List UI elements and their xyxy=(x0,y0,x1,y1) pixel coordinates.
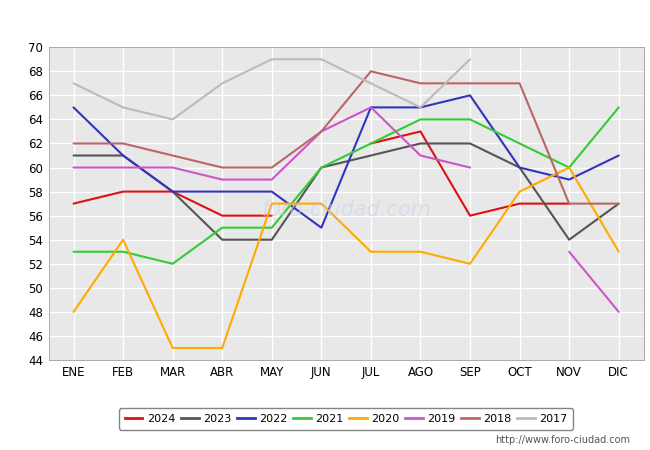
2019 xyxy=(367,105,375,110)
2023 xyxy=(367,153,375,158)
2023 xyxy=(268,237,276,243)
2020 xyxy=(466,261,474,266)
2019 xyxy=(268,177,276,182)
2022 xyxy=(70,105,77,110)
2022 xyxy=(169,189,177,194)
2023 xyxy=(218,237,226,243)
Line: 2023: 2023 xyxy=(73,144,619,240)
Line: 2017: 2017 xyxy=(73,59,470,119)
2017 xyxy=(70,81,77,86)
2023 xyxy=(119,153,127,158)
2021 xyxy=(515,141,523,146)
2023 xyxy=(615,201,623,206)
2022 xyxy=(218,189,226,194)
2021 xyxy=(367,141,375,146)
2024 xyxy=(169,189,177,194)
2022 xyxy=(615,153,623,158)
2022 xyxy=(367,105,375,110)
2020 xyxy=(119,237,127,243)
2021 xyxy=(317,165,325,170)
2019 xyxy=(417,153,424,158)
2017 xyxy=(119,105,127,110)
2017 xyxy=(317,57,325,62)
2021 xyxy=(417,117,424,122)
2021 xyxy=(268,225,276,230)
2019 xyxy=(119,165,127,170)
2023 xyxy=(566,237,573,243)
2022 xyxy=(515,165,523,170)
2021 xyxy=(566,165,573,170)
2022 xyxy=(566,177,573,182)
2018 xyxy=(317,129,325,134)
Legend: 2024, 2023, 2022, 2021, 2020, 2019, 2018, 2017: 2024, 2023, 2022, 2021, 2020, 2019, 2018… xyxy=(119,409,573,430)
2021 xyxy=(615,105,623,110)
2018 xyxy=(169,153,177,158)
Line: 2019: 2019 xyxy=(73,108,470,180)
2019 xyxy=(317,129,325,134)
Text: foro-ciudad.com: foro-ciudad.com xyxy=(261,200,431,220)
2018 xyxy=(70,141,77,146)
2024 xyxy=(70,201,77,206)
2018 xyxy=(515,81,523,86)
2020 xyxy=(515,189,523,194)
2017 xyxy=(268,57,276,62)
2018 xyxy=(119,141,127,146)
2024 xyxy=(268,213,276,218)
2022 xyxy=(317,225,325,230)
2020 xyxy=(317,201,325,206)
2021 xyxy=(169,261,177,266)
2021 xyxy=(218,225,226,230)
2018 xyxy=(615,201,623,206)
Line: 2020: 2020 xyxy=(73,167,619,348)
2020 xyxy=(218,345,226,351)
2024 xyxy=(119,189,127,194)
2022 xyxy=(466,93,474,98)
2023 xyxy=(417,141,424,146)
2020 xyxy=(615,249,623,254)
2019 xyxy=(70,165,77,170)
2023 xyxy=(70,153,77,158)
2021 xyxy=(119,249,127,254)
2023 xyxy=(169,189,177,194)
2020 xyxy=(566,165,573,170)
Line: 2022: 2022 xyxy=(73,95,619,228)
2021 xyxy=(466,117,474,122)
2018 xyxy=(566,201,573,206)
2022 xyxy=(119,153,127,158)
2017 xyxy=(417,105,424,110)
2019 xyxy=(169,165,177,170)
Line: 2018: 2018 xyxy=(73,71,619,203)
2020 xyxy=(417,249,424,254)
2023 xyxy=(515,165,523,170)
2017 xyxy=(367,81,375,86)
2022 xyxy=(268,189,276,194)
2021 xyxy=(70,249,77,254)
2017 xyxy=(218,81,226,86)
Line: 2024: 2024 xyxy=(73,192,272,216)
2020 xyxy=(367,249,375,254)
2018 xyxy=(466,81,474,86)
2019 xyxy=(218,177,226,182)
2020 xyxy=(70,309,77,315)
2020 xyxy=(169,345,177,351)
2023 xyxy=(466,141,474,146)
Text: http://www.foro-ciudad.com: http://www.foro-ciudad.com xyxy=(495,435,630,445)
2024 xyxy=(218,213,226,218)
2022 xyxy=(417,105,424,110)
2018 xyxy=(218,165,226,170)
2018 xyxy=(417,81,424,86)
2018 xyxy=(268,165,276,170)
2017 xyxy=(169,117,177,122)
2019 xyxy=(466,165,474,170)
2018 xyxy=(367,68,375,74)
2020 xyxy=(268,201,276,206)
2017 xyxy=(466,57,474,62)
2023 xyxy=(317,165,325,170)
Line: 2021: 2021 xyxy=(73,108,619,264)
Text: Afiliados en Mamblas a 30/11/2024: Afiliados en Mamblas a 30/11/2024 xyxy=(184,13,466,28)
